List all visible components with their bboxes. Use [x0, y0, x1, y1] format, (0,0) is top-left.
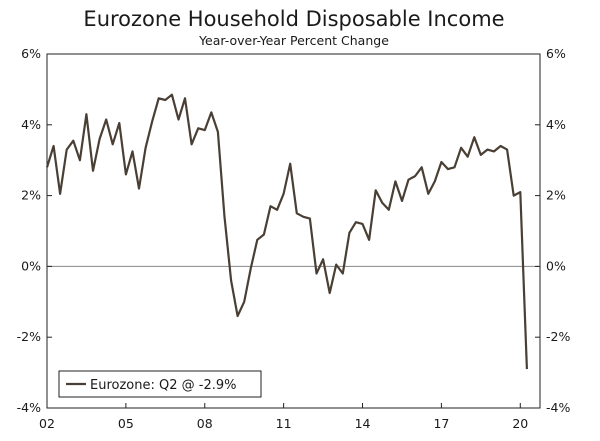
- y-tick-label: -4%: [17, 400, 41, 415]
- x-tick-label: 08: [197, 416, 213, 431]
- chart-subtitle: Year-over-Year Percent Change: [198, 33, 389, 48]
- x-tick-label: 02: [39, 416, 55, 431]
- chart-title: Eurozone Household Disposable Income: [83, 7, 504, 31]
- x-tick-label: 17: [433, 416, 449, 431]
- x-axis: 02 05 08 11 14 17 20: [39, 403, 528, 431]
- y-tick-label: 0%: [21, 258, 41, 273]
- legend-label: Eurozone: Q2 @ -2.9%: [90, 378, 236, 393]
- x-tick-label: 20: [512, 416, 528, 431]
- left-y-axis: 6% 4% 2% 0% -2% -4%: [17, 46, 52, 415]
- y-tick-label: 2%: [546, 188, 566, 203]
- y-tick-label: 6%: [21, 46, 41, 61]
- y-tick-label: 4%: [546, 117, 566, 132]
- y-tick-label: 2%: [21, 188, 41, 203]
- y-tick-label: 4%: [21, 117, 41, 132]
- y-tick-label: -2%: [17, 329, 41, 344]
- plot-frame: [46, 53, 541, 409]
- y-tick-label: -4%: [546, 400, 570, 415]
- x-tick-label: 14: [355, 416, 371, 431]
- legend-box: [58, 370, 262, 398]
- y-tick-label: -2%: [546, 329, 570, 344]
- y-tick-label: 0%: [546, 258, 566, 273]
- y-tick-label: 6%: [546, 46, 566, 61]
- eurozone-income-line: [45, 93, 528, 370]
- x-tick-label: 11: [276, 416, 292, 431]
- x-tick-label: 05: [118, 416, 134, 431]
- right-y-axis: 6% 4% 2% 0% -2% -4%: [535, 46, 570, 415]
- legend: Eurozone: Q2 @ -2.9%: [58, 370, 262, 398]
